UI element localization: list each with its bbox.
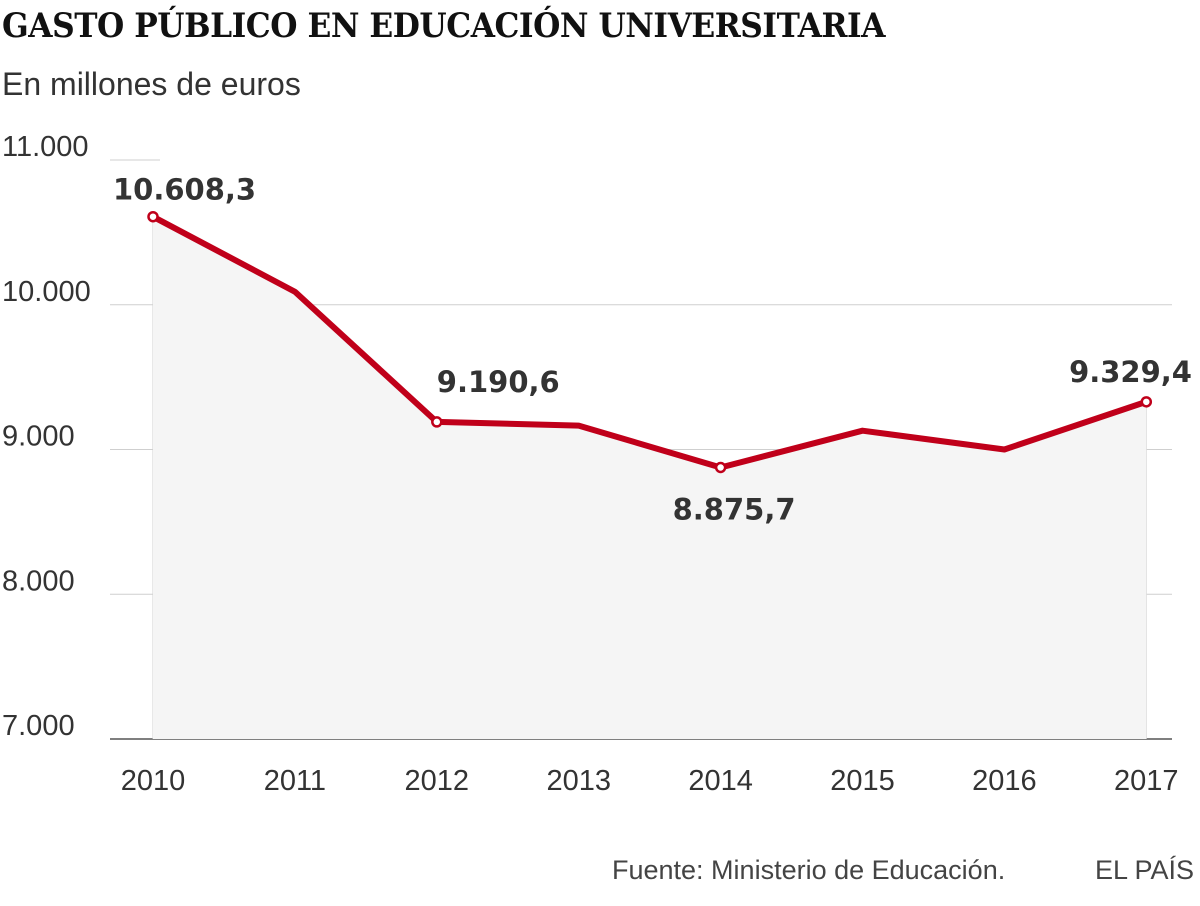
y-tick-label: 11.000 [2,131,89,163]
series-line [150,213,1150,471]
x-tick-label: 2010 [121,765,186,797]
x-tick-label: 2015 [830,765,895,797]
area-layer [153,216,1147,739]
data-point [714,461,727,474]
x-tick-label: 2011 [264,765,326,797]
chart-title: GASTO PÚBLICO EN EDUCACIÓN UNIVERSITARIA [2,6,886,46]
y-tick-label: 10.000 [2,276,91,308]
data-label: 8.875,7 [673,492,796,526]
y-tick-label: 7.000 [2,710,75,742]
point-layer [147,210,1153,474]
data-point [1140,396,1153,408]
chart-subtitle: En millones de euros [2,66,301,102]
y-tick-label: 8.000 [2,565,75,597]
data-label: 9.190,6 [437,365,560,399]
x-tick-label: 2017 [1114,765,1179,797]
y-tick-label: 9.000 [2,421,75,453]
area-fill [153,216,1147,739]
x-tick-label: 2016 [972,765,1037,797]
x-tick-label: 2012 [405,765,470,797]
label-layer: 10.608,3 9.190,6 8.875,7 9.329,4 [113,173,1192,527]
data-point [147,210,159,223]
source-note: Fuente: Ministerio de Educación. [612,855,1006,885]
data-point [431,416,443,428]
data-label: 9.329,4 [1069,355,1192,389]
x-tick-label: 2013 [546,765,611,797]
data-label: 10.608,3 [113,173,256,207]
line-layer [150,213,1150,471]
brand-logo-text: EL PAÍS [1094,855,1194,885]
x-tick-label: 2014 [688,765,753,797]
tick-layer: 11.000 10.000 9.000 8.000 7.000 2010 2011 2012 2… [2,131,1179,797]
